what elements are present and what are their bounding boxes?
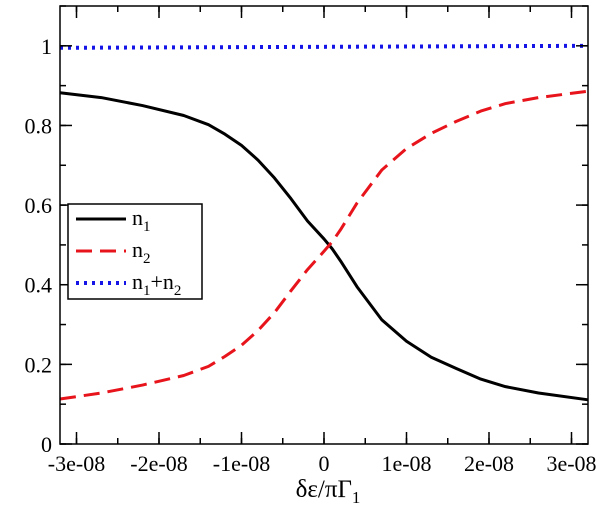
legend-label-n2: n2 [132,237,151,267]
series-line-n2 [59,89,589,401]
legend-label-subscript: 2 [174,283,182,299]
x-tick-label: 3e-08 [546,451,596,476]
y-tick-label: 0.4 [25,273,53,298]
legend-label-base: +n [151,269,174,294]
x-tick-label: 2e-08 [464,451,514,476]
x-axis-label-subscript: 1 [352,488,361,507]
legend-label-base: n [132,269,143,294]
x-tick-label: -1e-08 [213,451,270,476]
x-tick-label: -3e-08 [48,451,105,476]
y-tick-label: 1 [41,34,52,59]
legend-label-subscript: 1 [143,283,151,299]
x-tick-label: 0 [319,451,330,476]
series-line-n1+n2 [59,43,589,50]
legend-label-subscript: 2 [143,251,151,267]
series-line-n1 [59,91,589,402]
legend-label-n1: n1 [132,205,151,235]
x-tick-label: -2e-08 [130,451,187,476]
x-tick-label: 1e-08 [381,451,431,476]
x-axis-label: δε/πΓ1 [296,476,361,507]
plot-series-group [59,43,589,402]
y-tick-label: 0 [41,432,52,457]
legend-label-base: n [132,237,143,262]
axis-ticks-group: -3e-08 -2e-08 -1e-08 0 1e-08 2e-08 3e-08 0 0.2 0.… [25,5,597,476]
legend-label-subscript: 1 [143,219,151,235]
y-tick-label: 0.2 [25,352,53,377]
y-tick-label: 0.6 [25,193,53,218]
legend-label-n1+n2: n1+n2 [132,269,181,299]
y-tick-label: 0.8 [25,113,53,138]
legend-label-base: n [132,205,143,230]
x-axis-label-base: δε/πΓ [296,476,352,503]
